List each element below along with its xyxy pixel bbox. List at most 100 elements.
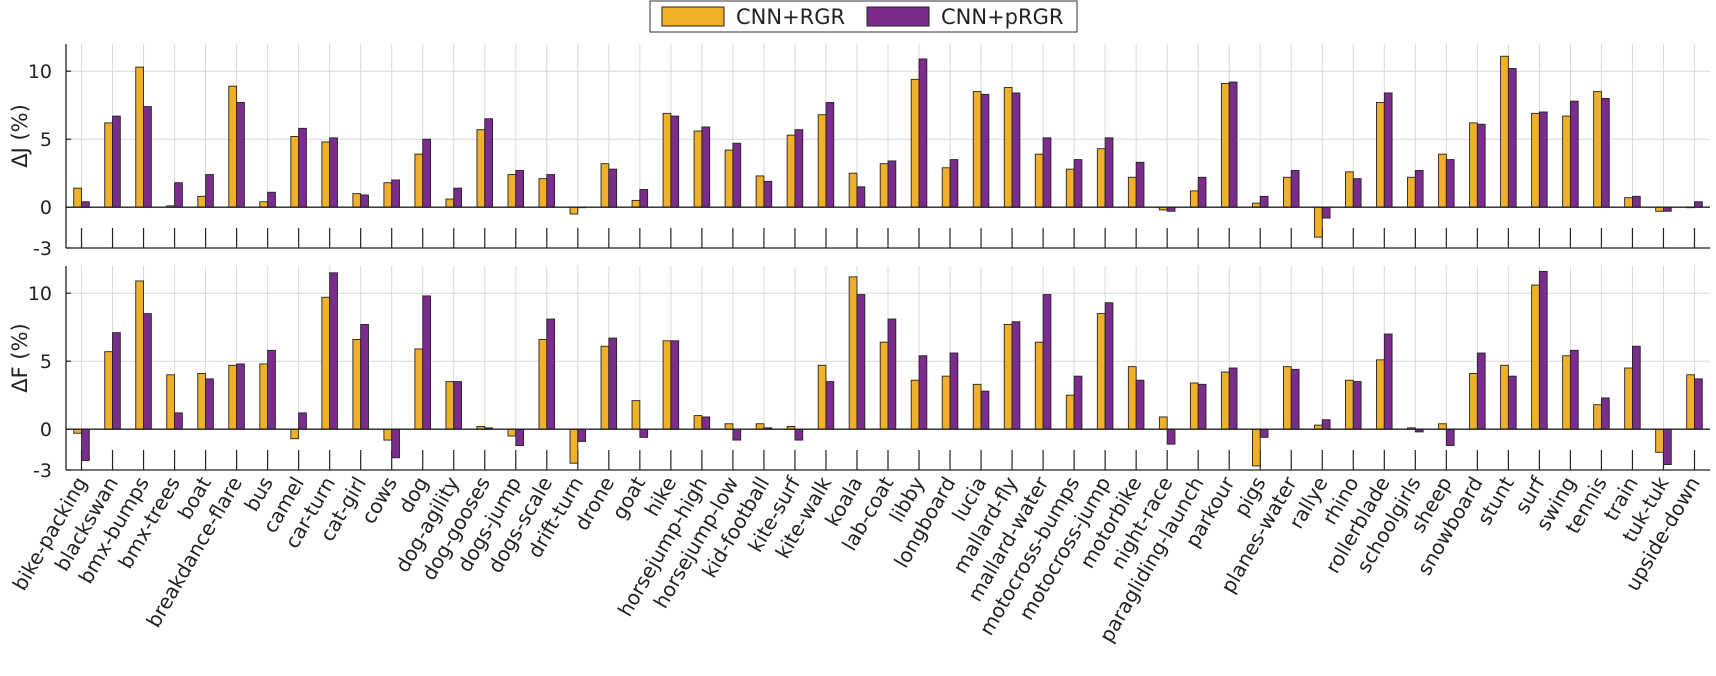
bar-rgr-tuk-tuk [1655,428,1664,453]
bar-rgr-camel [290,136,300,208]
x-tick-label-goat: goat [607,472,650,523]
bar-rgr-dog [414,348,424,430]
bar-rgr-lucia [972,383,982,430]
bar-rgr-planes-water [1282,366,1292,430]
bar-prgr-cows [391,428,400,459]
bar-prgr-car-turn [329,272,338,430]
bar-rgr-breakdance-flare [228,85,238,208]
bar-rgr-horsejump-high [693,130,703,208]
bar-prgr-lucia [980,390,990,430]
bar-prgr-horsejump-high [701,416,711,430]
bar-rgr-drift-turn [569,428,579,464]
bar-prgr-kid-football [763,180,773,208]
bar-prgr-horsejump-low [732,142,742,208]
bar-prgr-planes-water [1290,368,1300,430]
bar-rgr-koala [848,276,858,430]
bar-prgr-drift-turn [577,428,587,442]
bar-prgr-train [1632,345,1641,430]
bar-prgr-motocross-jump [1104,137,1114,208]
bar-prgr-night-race [1166,428,1176,445]
bar-rgr-cat-girl [352,193,362,208]
bar-rgr-cows [383,428,393,441]
bar-prgr-tuk-tuk [1663,428,1672,466]
bar-prgr-drone [608,168,618,208]
bar-prgr-blackswan [112,115,121,208]
bar-prgr-sheep [1445,428,1455,446]
bar-rgr-blackswan [104,351,113,430]
bar-prgr-motorbike [1135,161,1145,208]
bar-rgr-mallard-fly [1003,324,1013,430]
bar-rgr-longboard [941,167,951,208]
bar-prgr-goat [639,189,649,208]
bar-rgr-cows [383,182,393,208]
bar-rgr-bmx-bumps [135,280,144,430]
bar-rgr-goat [631,199,641,208]
bar-prgr-motocross-jump [1104,302,1114,430]
bar-prgr-stunt [1507,375,1517,430]
bar-prgr-surf [1538,270,1548,430]
bar-rgr-train [1624,367,1633,430]
bar-rgr-motocross-bumps [1065,394,1075,430]
bar-prgr-paragliding-launch [1197,176,1207,208]
bar-prgr-longboard [949,159,959,208]
bar-prgr-breakdance-flare [236,363,245,430]
bar-prgr-dogs-jump [515,170,525,208]
y-tick-label: 5 [40,351,52,373]
bar-prgr-bus [267,191,276,208]
bar-prgr-train [1632,195,1641,208]
bar-prgr-sheep [1445,159,1455,208]
bar-rgr-motocross-bumps [1065,168,1075,208]
bar-rgr-longboard [941,375,951,430]
bar-rgr-car-turn [321,296,331,430]
bar-rgr-stunt [1500,364,1509,430]
bar-rgr-lab-coat [879,163,889,208]
bar-prgr-car-turn [329,137,338,208]
bar-rgr-horsejump-low [724,423,734,430]
bar-rgr-kite-surf [786,134,796,208]
bar-prgr-planes-water [1290,170,1300,208]
bar-prgr-rollerblade [1383,333,1393,430]
legend-label-1: CNN+pRGR [941,5,1063,29]
bar-prgr-parkour [1228,81,1238,208]
bar-rgr-drone [600,345,610,430]
bar-rgr-kid-football [755,175,765,208]
bar-prgr-bus [267,349,276,430]
bar-rgr-dogs-scale [538,338,548,430]
legend-swatch-0 [661,6,725,27]
bar-rgr-rhino [1345,171,1354,208]
legend-label-0: CNN+RGR [736,5,845,29]
bar-rgr-sheep [1438,153,1447,208]
bar-prgr-mallard-water [1042,294,1052,430]
bar-prgr-dog-agility [453,381,462,430]
bar-prgr-hike [670,340,680,430]
bar-prgr-mallard-water [1042,137,1052,208]
y-tick-label: 0 [40,197,52,219]
bar-prgr-libby [918,58,928,208]
chart-panel-2: -3 0 5 10 ΔF (%) [8,266,1710,482]
bar-rgr-bus [259,201,269,208]
bar-prgr-swing [1569,100,1579,208]
bar-rgr-bmx-bumps [135,66,144,208]
y-axis-label: ΔJ (%) [8,104,32,168]
bar-prgr-cat-girl [360,324,369,430]
bar-rgr-dogs-scale [538,178,548,208]
bar-rgr-goat [631,400,641,430]
bar-prgr-rhino [1352,178,1362,208]
bar-prgr-cat-girl [360,194,369,208]
bar-prgr-lab-coat [887,160,897,208]
bar-rgr-paragliding-launch [1189,190,1199,208]
bar-rgr-schoolgirls [1407,176,1416,208]
bar-rgr-tennis [1593,91,1602,208]
bar-prgr-rallye [1321,206,1331,219]
bar-rgr-dog [414,153,424,208]
bar-prgr-tennis [1600,97,1610,208]
bar-prgr-parkour [1228,367,1238,430]
bar-rgr-swing [1562,355,1571,430]
bar-prgr-motocross-bumps [1073,375,1083,430]
bar-rgr-train [1624,197,1633,208]
bar-rgr-mallard-water [1034,341,1044,430]
bar-rgr-dogs-jump [507,174,517,208]
bar-prgr-rhino [1352,381,1362,430]
bar-rgr-hike [662,112,672,208]
bar-rgr-libby [910,78,920,208]
